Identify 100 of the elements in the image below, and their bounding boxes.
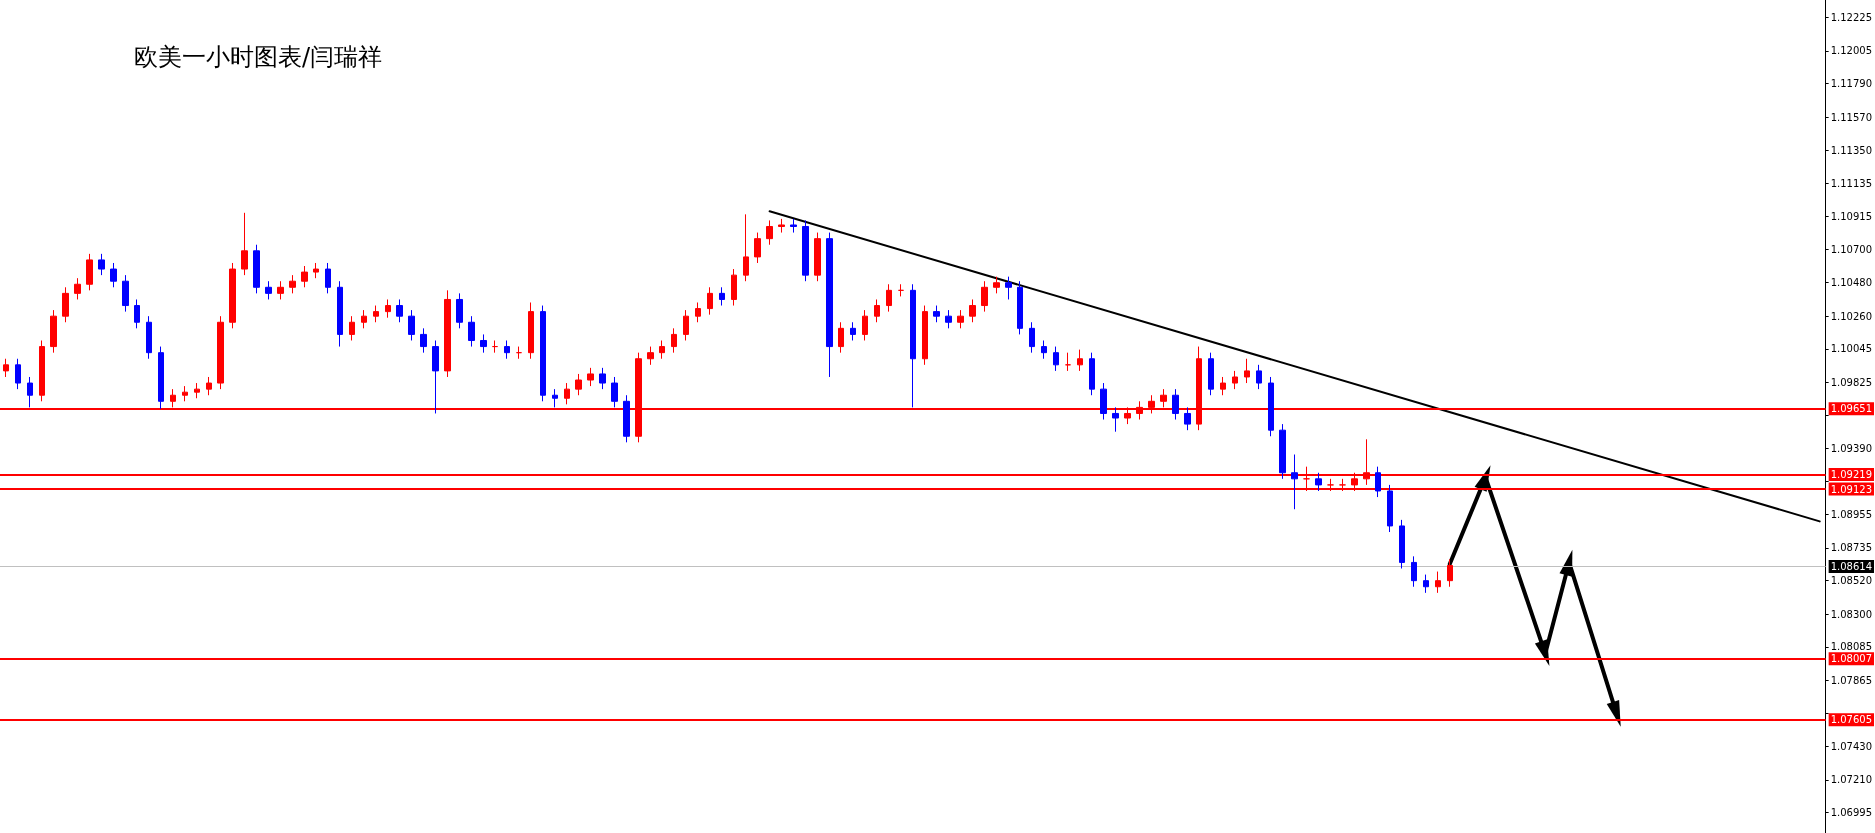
y-tick-label: 1.08085 [1830, 641, 1873, 653]
candlestick [146, 315, 152, 360]
candlestick [110, 262, 117, 288]
candlestick [1184, 406, 1191, 431]
candlestick [719, 286, 725, 307]
candlestick [647, 346, 654, 366]
candlestick [731, 268, 737, 307]
y-tick-label: 1.08735 [1830, 542, 1873, 554]
ref-line-label: 1.07605 [1830, 714, 1873, 726]
candlestick [27, 376, 33, 408]
y-tick-label: 1.07865 [1830, 674, 1873, 686]
candlestick [1244, 358, 1250, 384]
candlestick [778, 218, 785, 234]
y-tick-label: 1.10480 [1830, 277, 1873, 289]
candlestick [528, 301, 534, 360]
candlestick [158, 346, 164, 410]
candlestick [1053, 346, 1059, 372]
candlestick [1435, 571, 1441, 594]
candlestick [39, 340, 45, 402]
candlestick [850, 321, 856, 341]
candlestick [277, 280, 284, 300]
candlestick [62, 286, 69, 323]
candlestick [1029, 321, 1035, 354]
candlestick [516, 346, 522, 360]
candlestick [802, 219, 809, 282]
ref-line-label: 1.08007 [1830, 653, 1873, 665]
candlestick [838, 321, 844, 354]
candlestick [957, 309, 964, 329]
y-tick-label: 1.12005 [1830, 45, 1873, 57]
candlestick [3, 358, 9, 378]
candlestick [1089, 352, 1095, 396]
candlestick [444, 289, 451, 378]
ref-line-label: 1.08614 [1830, 560, 1873, 572]
candlestick [74, 277, 81, 300]
ref-line-label: 1.09219 [1830, 468, 1873, 480]
candlestick [1041, 340, 1047, 360]
candlestick [229, 262, 236, 329]
candlestick [134, 298, 140, 329]
candlestick [862, 309, 868, 341]
candlestick [659, 340, 665, 360]
candlestick [575, 373, 582, 396]
candlestick [420, 327, 427, 354]
candlestick [766, 219, 773, 246]
ref-line-label: 1.09651 [1830, 403, 1873, 415]
candlestick [671, 327, 677, 354]
candlestick [886, 283, 892, 313]
candlestick [1232, 370, 1238, 390]
y-tick-label: 1.11570 [1830, 111, 1873, 123]
candlestick [1220, 376, 1226, 396]
y-tick-label: 1.11135 [1830, 177, 1873, 189]
candlestick [564, 382, 570, 405]
y-tick-label: 1.10045 [1830, 343, 1873, 355]
text: 欧美一小时图表/闫瑞祥 [134, 43, 383, 71]
candlestick [289, 274, 296, 294]
candlestick [313, 262, 319, 279]
candlestick [217, 315, 224, 390]
candlestick [945, 309, 952, 329]
candlestick [623, 394, 630, 443]
candlestick [361, 309, 367, 329]
candlestick [993, 276, 1000, 294]
y-tick-label: 1.07210 [1830, 774, 1873, 786]
ref-line-label: 1.09123 [1830, 483, 1873, 495]
candlestick [552, 388, 558, 408]
y-tick-label: 1.11350 [1830, 144, 1873, 156]
candlestick [1172, 388, 1179, 421]
candlestick [1423, 574, 1429, 594]
candlestick [456, 292, 463, 329]
candlestick [1291, 454, 1298, 510]
candlestick [182, 385, 188, 402]
candlestick [396, 298, 403, 323]
candlestick [492, 340, 498, 354]
candlestick [969, 298, 976, 323]
candlestick [898, 283, 904, 297]
candlestick [743, 213, 749, 282]
candlestick [826, 232, 833, 378]
candlestick [754, 232, 761, 264]
y-tick-label: 1.11790 [1830, 78, 1873, 90]
candlestick [1208, 352, 1214, 396]
candlestick [408, 309, 415, 341]
candlestick [1065, 352, 1071, 372]
y-tick-label: 1.08300 [1830, 608, 1873, 620]
y-tick-label: 1.08520 [1830, 575, 1873, 587]
y-tick-label: 1.09390 [1830, 442, 1873, 454]
candlestick [874, 298, 880, 323]
candlestick [432, 340, 439, 414]
y-tick-label: 1.10915 [1830, 211, 1873, 223]
candlestick [373, 305, 379, 323]
candlestick [587, 367, 594, 387]
candlestick [385, 298, 391, 319]
candlestick [325, 262, 331, 294]
candlestick [981, 280, 988, 313]
y-tick-label: 1.10260 [1830, 310, 1873, 322]
candlestick [1017, 280, 1023, 335]
candlestick [98, 253, 105, 276]
y-tick-label: 1.10700 [1830, 243, 1873, 255]
candlestick [1399, 519, 1405, 570]
y-tick-label: 1.08955 [1830, 509, 1873, 521]
candlestick [599, 367, 606, 390]
candlestick [122, 274, 129, 313]
candlestick [1256, 364, 1262, 390]
